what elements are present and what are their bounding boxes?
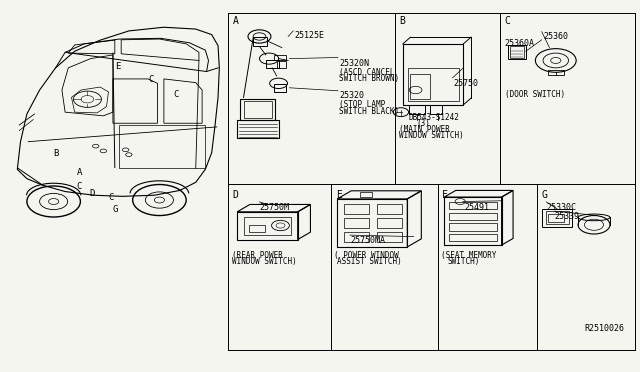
Text: 25360: 25360 — [543, 32, 568, 41]
Text: D: D — [90, 189, 95, 198]
Text: 25125E: 25125E — [294, 31, 324, 40]
Text: ASSIST SWITCH): ASSIST SWITCH) — [337, 257, 401, 266]
Text: DB543-S1242: DB543-S1242 — [408, 113, 460, 122]
Text: (3): (3) — [416, 119, 430, 128]
Text: (ASCD CANCEL: (ASCD CANCEL — [339, 68, 395, 77]
Text: (SEAT MEMORY: (SEAT MEMORY — [441, 251, 497, 260]
Text: SWITCH BLACK): SWITCH BLACK) — [339, 107, 399, 116]
Text: SWITCH BROWN): SWITCH BROWN) — [339, 74, 399, 83]
Text: (DOOR SWITCH): (DOOR SWITCH) — [505, 90, 565, 99]
Text: B: B — [399, 16, 406, 26]
Text: R2510026: R2510026 — [584, 324, 625, 333]
Text: C: C — [77, 182, 82, 191]
Text: 25360A: 25360A — [505, 39, 535, 48]
Text: 25750: 25750 — [454, 79, 479, 88]
Text: WINDOW SWITCH): WINDOW SWITCH) — [232, 257, 297, 266]
Text: 25330C: 25330C — [546, 203, 576, 212]
Text: (MAIN POWER: (MAIN POWER — [399, 125, 450, 134]
Text: C: C — [173, 90, 179, 99]
Text: C: C — [504, 16, 510, 26]
Text: 25320N: 25320N — [339, 59, 369, 68]
Text: (STOP LAMP: (STOP LAMP — [339, 100, 385, 109]
Text: C: C — [108, 193, 114, 202]
Text: A: A — [233, 16, 239, 26]
Text: WINDOW SWITCH): WINDOW SWITCH) — [399, 131, 464, 140]
Text: D: D — [233, 190, 239, 200]
Text: A: A — [77, 168, 82, 177]
Text: 25491: 25491 — [464, 203, 489, 212]
Text: E: E — [336, 190, 342, 200]
Text: ( POWER WINDOW: ( POWER WINDOW — [334, 251, 399, 260]
Text: B: B — [54, 149, 59, 158]
Text: C: C — [148, 75, 154, 84]
Text: SWITCH): SWITCH) — [447, 257, 480, 266]
Text: E: E — [115, 62, 120, 71]
Text: 25320: 25320 — [339, 92, 364, 100]
Text: 25750MA: 25750MA — [351, 236, 385, 245]
Text: G: G — [541, 190, 547, 200]
Text: 25339: 25339 — [554, 212, 579, 221]
Text: 25750M: 25750M — [259, 203, 289, 212]
Text: G: G — [113, 205, 118, 214]
Text: (REAR POWER: (REAR POWER — [232, 251, 283, 260]
Text: F: F — [442, 190, 448, 200]
